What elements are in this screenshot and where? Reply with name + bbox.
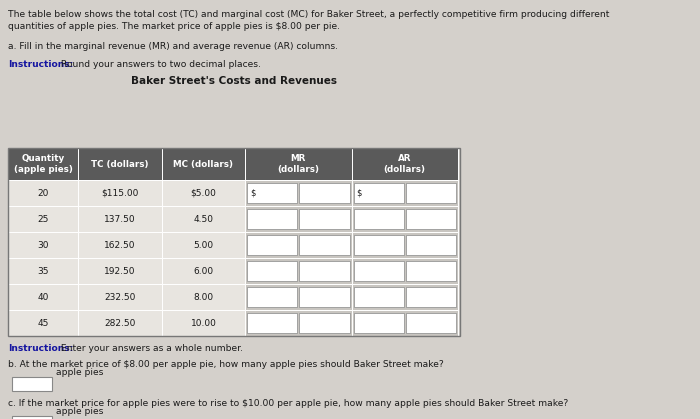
Bar — [247, 313, 298, 333]
Text: Instructions:: Instructions: — [8, 344, 74, 353]
Bar — [78, 310, 162, 336]
Bar — [8, 206, 78, 232]
Text: The table below shows the total cost (TC) and marginal cost (MC) for Baker Stree: The table below shows the total cost (TC… — [8, 10, 610, 19]
Text: Round your answers to two decimal places.: Round your answers to two decimal places… — [58, 60, 261, 69]
Bar — [247, 261, 298, 281]
Bar — [8, 148, 460, 336]
Bar — [245, 284, 351, 310]
Bar — [405, 235, 456, 255]
Bar — [354, 235, 404, 255]
Bar — [245, 258, 351, 284]
Bar — [300, 287, 349, 307]
Bar — [12, 377, 52, 391]
Text: $115.00: $115.00 — [102, 189, 139, 197]
Bar — [351, 310, 458, 336]
Bar — [78, 206, 162, 232]
Bar — [300, 209, 349, 229]
Text: 5.00: 5.00 — [193, 241, 214, 249]
Bar — [405, 261, 456, 281]
Text: quantities of apple pies. The market price of apple pies is $8.00 per pie.: quantities of apple pies. The market pri… — [8, 22, 340, 31]
Bar — [12, 416, 52, 419]
Bar — [8, 180, 78, 206]
Bar — [351, 284, 458, 310]
Text: 40: 40 — [37, 292, 49, 302]
Text: 232.50: 232.50 — [104, 292, 136, 302]
Text: Baker Street's Costs and Revenues: Baker Street's Costs and Revenues — [131, 76, 337, 86]
Bar — [78, 258, 162, 284]
Text: $: $ — [356, 189, 362, 197]
Bar — [247, 183, 298, 203]
Bar — [354, 313, 404, 333]
Text: TC (dollars): TC (dollars) — [91, 160, 148, 168]
Bar — [162, 148, 245, 180]
Bar — [354, 287, 404, 307]
Text: $5.00: $5.00 — [190, 189, 216, 197]
Text: apple pies: apple pies — [56, 367, 104, 377]
Text: 35: 35 — [37, 266, 49, 276]
Text: MC (dollars): MC (dollars) — [174, 160, 234, 168]
Text: 20: 20 — [37, 189, 49, 197]
Bar — [351, 206, 458, 232]
Bar — [162, 180, 245, 206]
Text: 45: 45 — [37, 318, 49, 328]
Bar — [405, 183, 456, 203]
Text: apple pies: apple pies — [56, 406, 104, 416]
Text: MR
(dollars): MR (dollars) — [277, 154, 319, 174]
Bar — [78, 232, 162, 258]
Text: c. If the market price for apple pies were to rise to $10.00 per apple pie, how : c. If the market price for apple pies we… — [8, 399, 568, 408]
Text: 25: 25 — [37, 215, 49, 223]
Bar — [247, 287, 298, 307]
Bar — [245, 232, 351, 258]
Bar — [354, 209, 404, 229]
Bar — [78, 180, 162, 206]
Bar — [162, 206, 245, 232]
Text: $: $ — [251, 189, 256, 197]
Bar — [162, 310, 245, 336]
Bar — [351, 232, 458, 258]
Bar — [162, 284, 245, 310]
Bar — [354, 261, 404, 281]
Bar — [300, 183, 349, 203]
Bar — [8, 232, 78, 258]
Text: AR
(dollars): AR (dollars) — [384, 154, 426, 174]
Bar — [300, 261, 349, 281]
Text: 8.00: 8.00 — [193, 292, 214, 302]
Text: Enter your answers as a whole number.: Enter your answers as a whole number. — [58, 344, 243, 353]
Text: 282.50: 282.50 — [104, 318, 136, 328]
Bar — [162, 258, 245, 284]
Text: 6.00: 6.00 — [193, 266, 214, 276]
Bar — [162, 232, 245, 258]
Text: 30: 30 — [37, 241, 49, 249]
Text: 4.50: 4.50 — [193, 215, 214, 223]
Text: a. Fill in the marginal revenue (MR) and average revenue (AR) columns.: a. Fill in the marginal revenue (MR) and… — [8, 42, 338, 51]
Bar — [245, 206, 351, 232]
Bar — [300, 235, 349, 255]
Text: Instructions:: Instructions: — [8, 60, 74, 69]
Bar — [245, 180, 351, 206]
Bar — [405, 209, 456, 229]
Bar — [405, 313, 456, 333]
Bar — [351, 148, 458, 180]
Bar — [8, 284, 78, 310]
Text: 10.00: 10.00 — [190, 318, 216, 328]
Text: 192.50: 192.50 — [104, 266, 136, 276]
Bar — [405, 287, 456, 307]
Bar — [8, 148, 78, 180]
Bar — [351, 180, 458, 206]
Bar — [78, 284, 162, 310]
Bar — [351, 258, 458, 284]
Bar — [245, 148, 351, 180]
Bar — [247, 209, 298, 229]
Bar — [8, 258, 78, 284]
Bar — [247, 235, 298, 255]
Text: 137.50: 137.50 — [104, 215, 136, 223]
Bar — [354, 183, 404, 203]
Bar — [78, 148, 162, 180]
Text: Quantity
(apple pies): Quantity (apple pies) — [13, 154, 73, 174]
Bar — [245, 310, 351, 336]
Bar — [300, 313, 349, 333]
Text: b. At the market price of $8.00 per apple pie, how many apple pies should Baker : b. At the market price of $8.00 per appl… — [8, 360, 444, 369]
Text: 162.50: 162.50 — [104, 241, 136, 249]
Bar — [8, 310, 78, 336]
